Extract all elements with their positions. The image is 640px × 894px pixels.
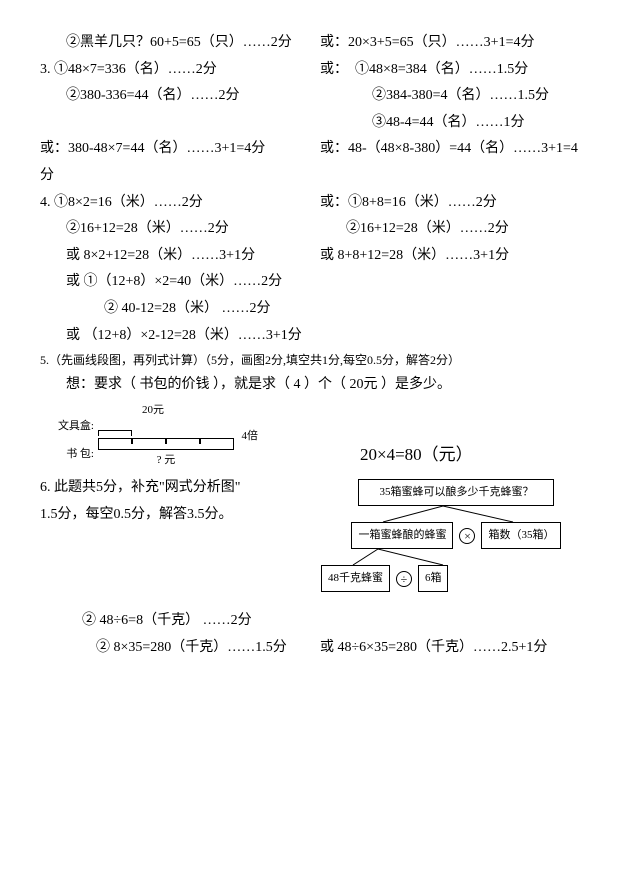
q5-4x: 4倍 bbox=[242, 426, 259, 447]
q6-a3: 或 48÷6×35=280（千克）……2.5+1分 bbox=[320, 635, 600, 662]
q6-a2: ② 8×35=280（千克）……1.5分 bbox=[40, 635, 320, 662]
q4-l5: ② 40-12=28（米） ……2分 bbox=[40, 296, 600, 323]
div-icon: ÷ bbox=[396, 571, 412, 587]
q4-l6: 或 （12+8）×2-12=28（米）……3+1分 bbox=[40, 323, 600, 350]
q3-r1: 或： ①48×8=384（名）……1.5分 bbox=[320, 57, 600, 84]
q3-l2: ②380-336=44（名）……2分 bbox=[40, 83, 320, 110]
q6-b1: 48千克蜂蜜 bbox=[321, 565, 390, 592]
q6-diagram: 35箱蜜蜂可以酿多少千克蜂蜜？ 一箱蜜蜂酿的蜂蜜 × 箱数（35箱） 48千克蜂… bbox=[313, 479, 600, 592]
q3-b3: 分 bbox=[40, 163, 600, 190]
q5-think: 想：要求（ 书包的价钱 ），就是求（ 4 ）个（ 20元 ）是多少。 bbox=[40, 372, 600, 399]
q4-l3: 或 8×2+12=28（米）……3+1分 bbox=[40, 243, 320, 270]
q5-20: 20元 bbox=[40, 405, 320, 416]
q4-l2: ②16+12=28（米）……2分 bbox=[40, 216, 320, 243]
q5-answer: 20×4=80（元） bbox=[320, 405, 600, 471]
q4-l4: 或 ①（12+8）×2=40（米）……2分 bbox=[40, 269, 600, 296]
q6-m2: 箱数（35箱） bbox=[481, 522, 561, 549]
q6-h1: 6. 此题共5分，补充"网式分析图" bbox=[40, 475, 305, 502]
q6-lines1 bbox=[313, 506, 573, 522]
q3-r3: ③48-4=44（名）……1分 bbox=[320, 110, 600, 137]
q6-top-box: 35箱蜜蜂可以酿多少千克蜂蜜？ bbox=[358, 479, 554, 506]
q5-lbl2: 书 包: bbox=[40, 444, 98, 465]
q3-empty bbox=[40, 110, 320, 137]
q6-b2: 6箱 bbox=[418, 565, 449, 592]
q6-lines2 bbox=[313, 549, 573, 565]
q4-r1: 或：①8+8=16（米）……2分 bbox=[320, 190, 600, 217]
q3-b2: 或：48-（48×8-380）=44（名）……3+1=4 bbox=[320, 136, 600, 163]
q3-b1: 或：380-48×7=44（名）……3+1=4分 bbox=[40, 136, 320, 163]
q2-left: ②黑羊几只？60+5=65（只）……2分 bbox=[40, 30, 320, 57]
q4-r2: ②16+12=28（米）……2分 bbox=[320, 216, 600, 243]
q5-diagram: 20元 文具盒: 书 包: 4倍 ? 元 20×4=80（元） bbox=[40, 405, 600, 472]
q2-right: 或：20×3+5=65（只）……3+1=4分 bbox=[320, 30, 600, 57]
q4-l1: 4. ①8×2=16（米）……2分 bbox=[40, 190, 320, 217]
q4-r3: 或 8+8+12=28（米）……3+1分 bbox=[320, 243, 600, 270]
q5-header: 5.（先画线段图，再列式计算）（5分，画图2分,填空共1分,每空0.5分，解答2… bbox=[40, 349, 600, 372]
q6-a1: ② 48÷6=8（千克） ……2分 bbox=[40, 608, 600, 635]
q6-m1: 一箱蜜蜂酿的蜂蜜 bbox=[351, 522, 453, 549]
q3-r2: ②384-380=4（名）……1.5分 bbox=[320, 83, 600, 110]
mult-icon: × bbox=[459, 528, 475, 544]
q5-lbl1: 文具盒: bbox=[40, 416, 98, 437]
q6-h2: 1.5分，每空0.5分，解答3.5分。 bbox=[40, 502, 305, 529]
q3-l1: 3. ①48×7=336（名）……2分 bbox=[40, 57, 320, 84]
q5-qmark: ? 元 bbox=[98, 450, 234, 471]
